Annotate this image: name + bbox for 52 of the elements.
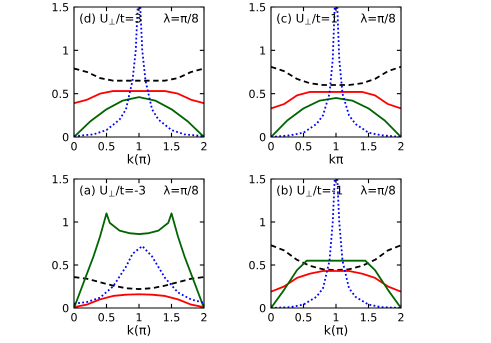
- x-tick-label: 1: [334, 142, 339, 150]
- y-tick-label: 0: [62, 304, 68, 312]
- y-tick-label: 1.5: [52, 175, 68, 184]
- chart-subtitle: λ=π/8: [360, 185, 395, 196]
- line-series: [271, 270, 401, 293]
- x-tick-label: 0.5: [295, 142, 312, 150]
- x-axis-title: k(π): [128, 325, 150, 336]
- chart-subtitle: λ=π/8: [360, 14, 395, 24]
- y-tick-label: 1: [63, 46, 68, 55]
- x-tick-label: 1: [334, 313, 339, 322]
- x-axis-title: kπ: [330, 154, 344, 164]
- x-tick-label: 1.5: [360, 313, 376, 322]
- y-tick-label: 1.5: [250, 175, 266, 184]
- text: (c) U$_{⊥}$/t=1: [277, 14, 337, 24]
- y-tick-label: 1: [63, 218, 68, 226]
- y-tick-label: 0.5: [52, 90, 68, 98]
- y-tick-label: 0.5: [249, 90, 266, 98]
- x-tick-label: 2: [398, 142, 404, 150]
- x-tick-label: 0: [268, 313, 274, 322]
- y-tick-label: 0.5: [52, 260, 68, 270]
- text: (d) U$_{⊥}$/t=3: [80, 14, 141, 24]
- y-tick-label: 0: [62, 132, 68, 142]
- y-tick-label: 0.5: [249, 260, 266, 270]
- text: (a) U$_{⊥}$/t=-3: [80, 185, 145, 196]
- y-tick-label: 0: [260, 304, 266, 312]
- x-tick-label: 1.5: [360, 142, 376, 150]
- x-axis-title: k(π): [128, 154, 150, 166]
- x-tick-label: 0.5: [98, 142, 114, 150]
- chart-subtitle: λ=π/8: [164, 185, 198, 196]
- x-tick-label: 1: [136, 313, 142, 322]
- line-series: [74, 90, 204, 104]
- x-tick-label: 2: [398, 313, 404, 322]
- x-tick-label: 0: [268, 142, 274, 150]
- x-tick-label: 1.5: [164, 313, 180, 322]
- x-tick-label: 1: [136, 142, 142, 150]
- x-tick-label: 0.5: [98, 313, 114, 322]
- chart-subtitle: λ=π/8: [164, 14, 198, 24]
- y-tick-label: 1: [260, 218, 266, 226]
- x-tick-label: 1.5: [164, 142, 180, 150]
- x-tick-label: 2: [201, 313, 206, 322]
- y-tick-label: 1.5: [52, 3, 68, 12]
- x-tick-label: 0: [71, 142, 77, 150]
- text: (b) U$_{⊥}$/t=-1: [277, 185, 342, 196]
- y-tick-label: 1: [260, 46, 266, 55]
- x-tick-label: 0: [71, 313, 77, 322]
- x-axis-title: k(π): [324, 325, 348, 336]
- x-tick-label: 0.5: [295, 313, 312, 322]
- y-tick-label: 0: [260, 132, 266, 142]
- line-series: [271, 91, 401, 110]
- y-tick-label: 1.5: [250, 3, 266, 12]
- line-series: [74, 245, 204, 305]
- x-tick-label: 2: [201, 142, 206, 150]
